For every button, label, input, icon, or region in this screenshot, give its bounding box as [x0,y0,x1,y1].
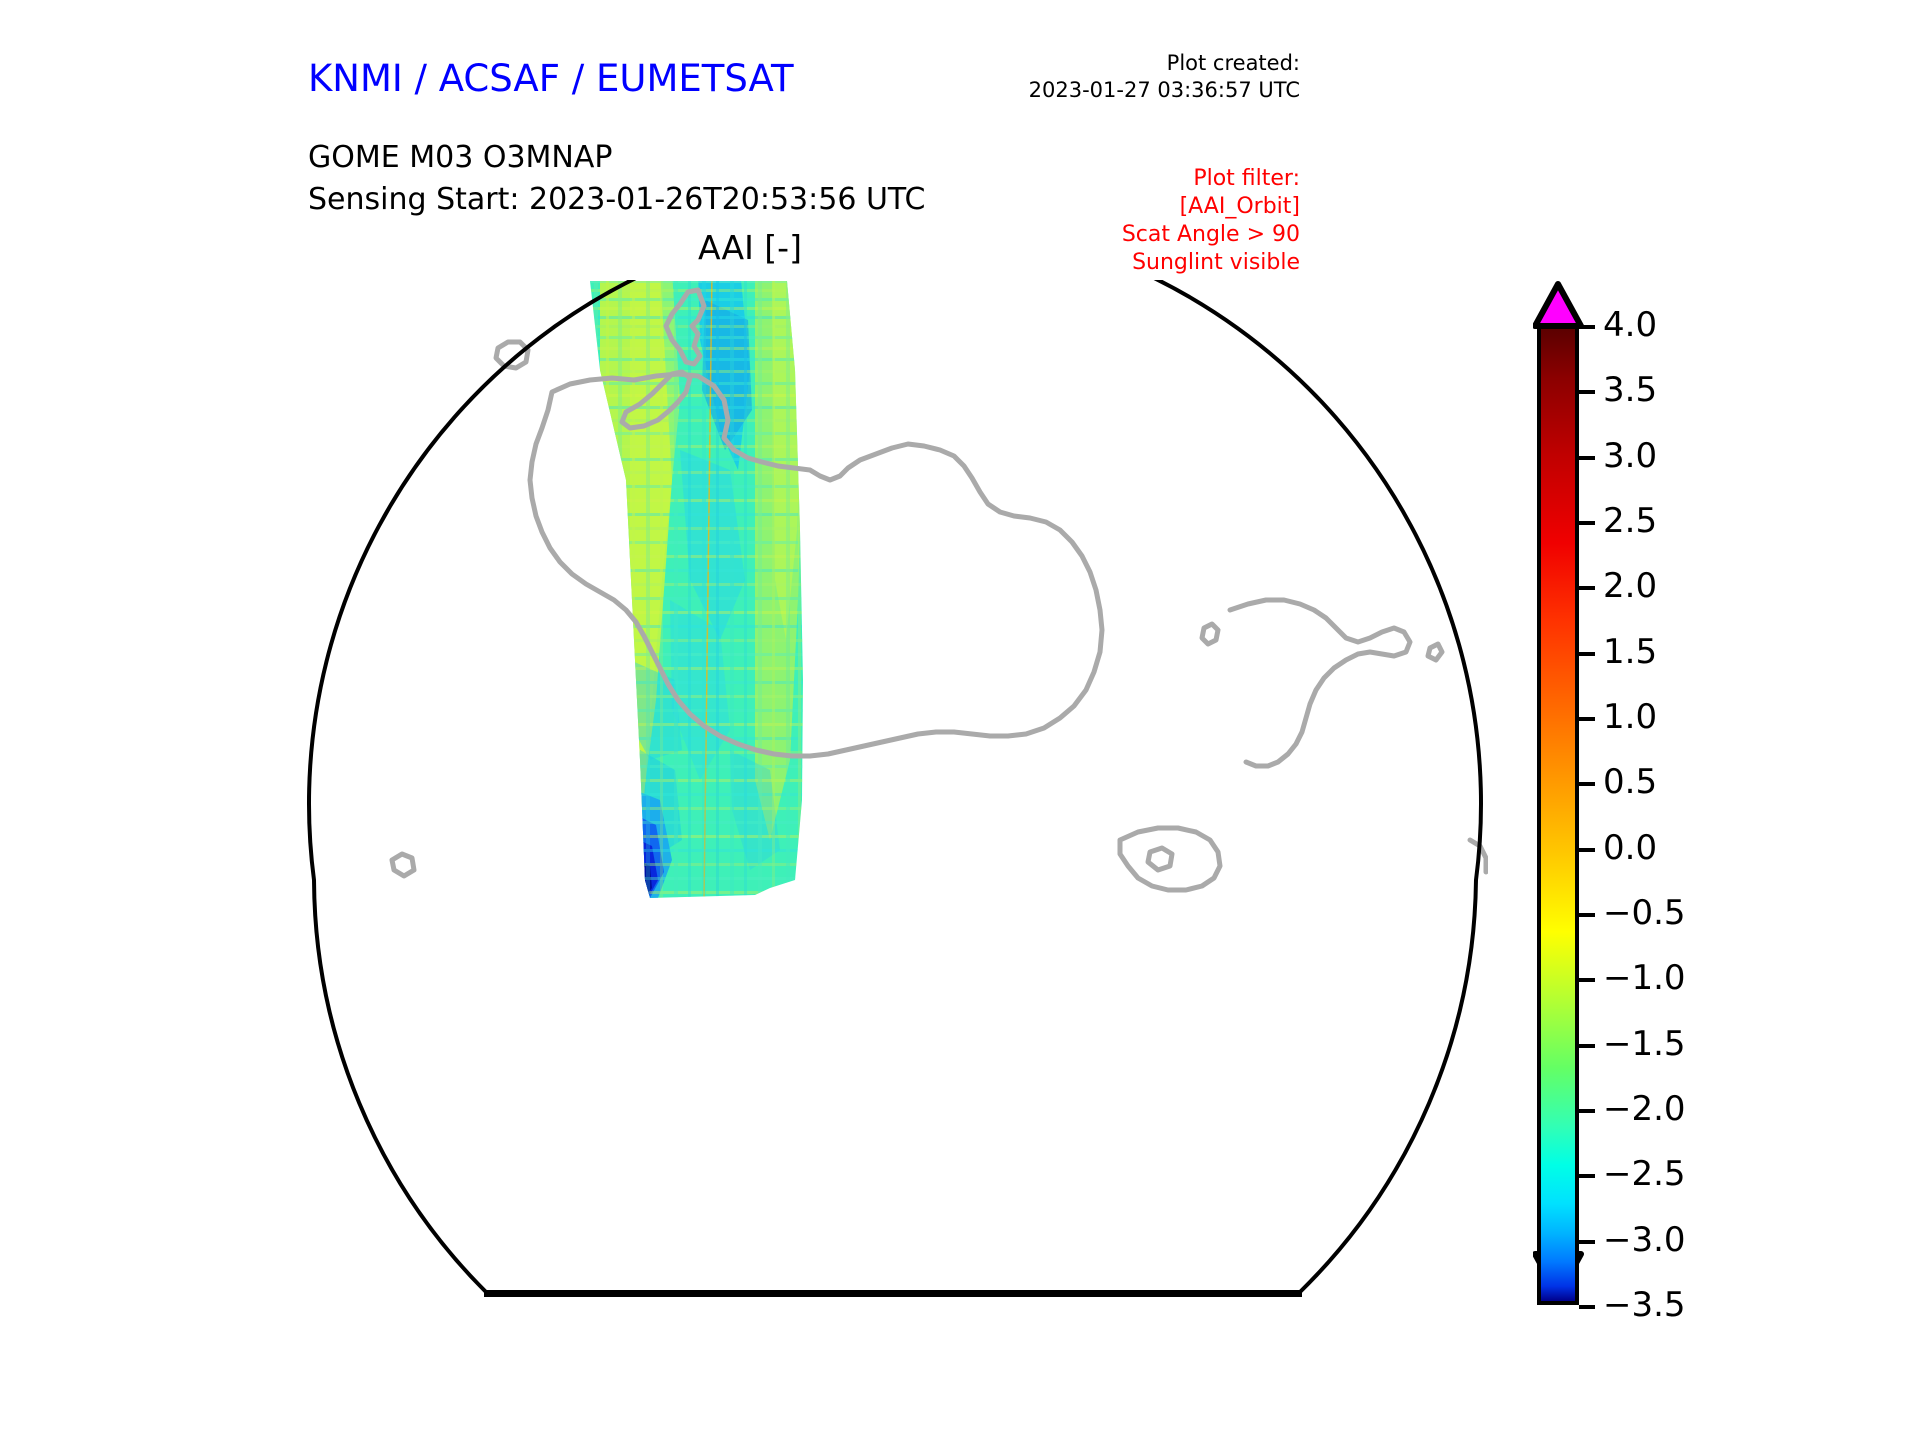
sensing-start-text: Sensing Start: 2023-01-26T20:53:56 UTC [308,182,926,217]
colorbar-tick [1579,782,1595,787]
colorbar-gradient[interactable] [1537,325,1579,1305]
colorbar-tick-label: −3.5 [1603,1285,1686,1325]
colorbar-tick [1579,390,1595,395]
plot-created-label: Plot created: [1166,51,1300,75]
map-canvas[interactable] [300,280,1490,1310]
plot-filter-label: Plot filter: [1193,166,1300,191]
map-plot[interactable] [300,280,1490,1310]
colorbar-tick [1579,325,1595,329]
organisation-title: KNMI / ACSAF / EUMETSAT [308,57,794,100]
globe-outline [307,280,1483,1294]
coast-new-zealand-north [663,287,707,367]
colorbar-tick [1579,913,1595,917]
colorbar-tick-label: 4.0 [1603,305,1658,345]
colorbar-tick-label: −1.5 [1603,1023,1686,1064]
colorbar-tick-label: −3.0 [1603,1219,1686,1260]
colorbar-tick [1579,717,1595,721]
colorbar-over-arrow [1533,281,1584,329]
colorbar-tick [1579,521,1595,525]
coast-south-islands [1117,825,1223,893]
coast-antarctic-peninsula [1227,597,1413,769]
coast-antarctica-main [527,371,1105,759]
plot-created-block: Plot created: 2023-01-27 03:36:57 UTC [1029,50,1300,104]
colorbar-tick [1579,1305,1595,1309]
coastline-layer [389,287,1488,893]
colorbar-tick-label: −1.0 [1603,958,1686,999]
colorbar-tick [1579,586,1595,591]
colorbar-tick-label: −0.5 [1603,893,1686,933]
colorbar-tick [1579,1239,1595,1244]
plot-filter-scat-angle: Scat Angle > 90 [1121,222,1300,247]
colorbar-tick-label: 3.0 [1603,435,1658,476]
colorbar-tick-label: −2.0 [1603,1089,1686,1129]
coast-new-zealand-south [619,369,693,431]
colorbar-tick-label: 1.5 [1603,631,1658,672]
colorbar-tick [1579,455,1595,460]
colorbar-tick-label: 0.0 [1603,827,1658,868]
plot-filter-name: [AAI_Orbit] [1179,194,1300,219]
coast-small-island-left [389,851,417,879]
map-boundary [307,280,1483,1297]
colorbar-tick-label: 2.5 [1603,501,1658,541]
colorbar-tick-label: 1.0 [1603,697,1658,737]
coast-peninsula-island-1 [1199,621,1221,647]
coast-right-fragment [1467,837,1488,875]
colorbar-tick [1579,978,1595,983]
colorbar-tick-label: 2.0 [1603,566,1658,607]
colorbar-tick [1579,651,1595,656]
colorbar-tick [1579,847,1595,852]
coast-tasmania [493,339,531,371]
colorbar-tick-label: 0.5 [1603,762,1658,803]
plot-filter-sunglint: Sunglint visible [1132,250,1300,275]
colorbar-tick [1579,1174,1595,1179]
colorbar-tick [1579,1109,1595,1113]
colorbar[interactable]: 4.0 3.5 3.0 2.5 2.0 1.5 1.0 0.5 0.0 −0.5 −1.0 −1.5 −… [1533,280,1893,1325]
coast-peninsula-island-2 [1425,641,1445,663]
colorbar-tick-label: 3.5 [1603,370,1658,411]
product-name: GOME M03 O3MNAP [308,140,613,175]
colorbar-tick [1579,1043,1595,1048]
page-title: AAI [-] [698,228,802,267]
plot-filter-block: Plot filter: [AAI_Orbit] Scat Angle > 90… [1122,165,1300,277]
coast-south-island-small [1145,845,1175,873]
plot-created-value: 2023-01-27 03:36:57 UTC [1028,78,1300,102]
colorbar-tick-label: −2.5 [1603,1154,1686,1195]
